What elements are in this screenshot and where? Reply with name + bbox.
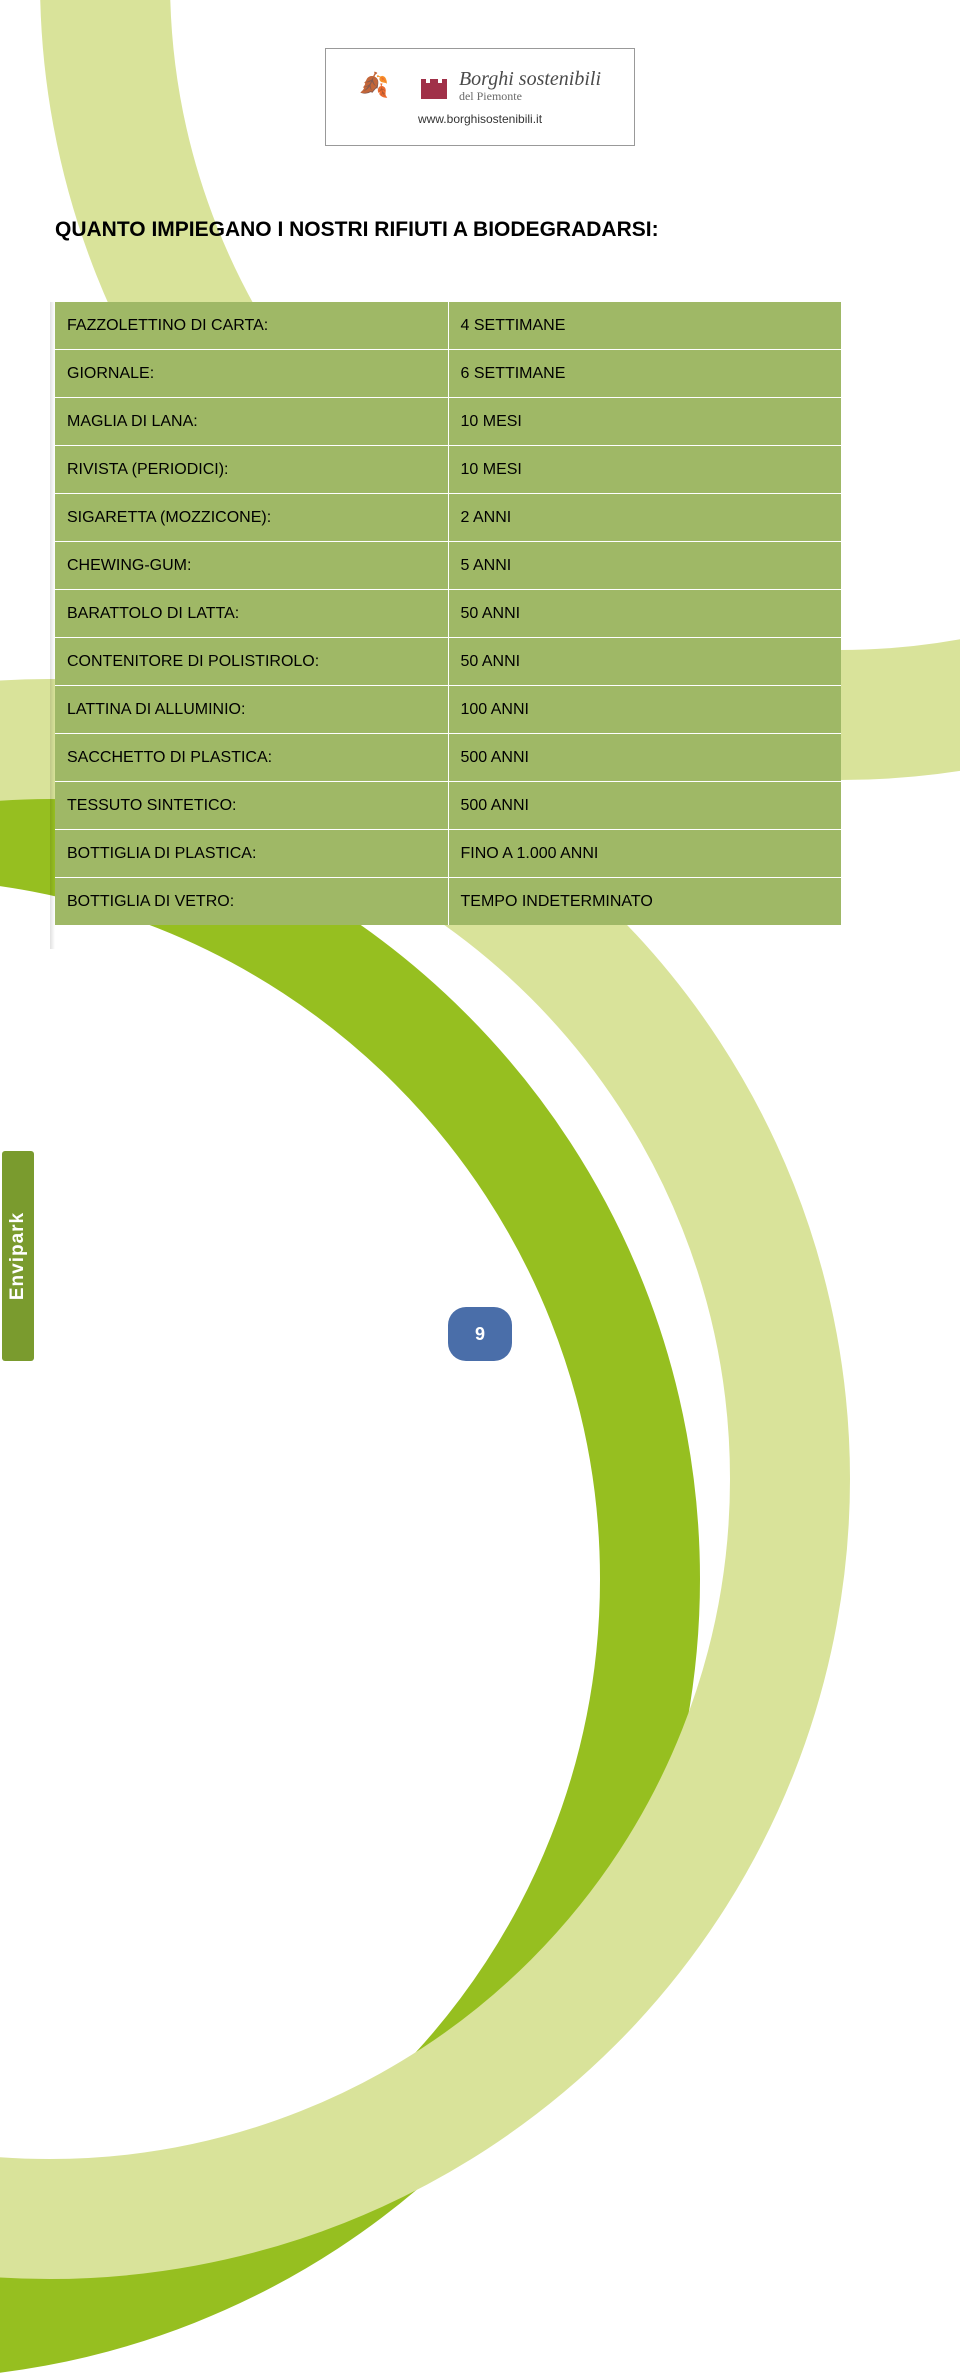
table-cell-item: LATTINA DI ALLUMINIO: — [55, 686, 448, 734]
table-cell-duration: 4 SETTIMANE — [448, 302, 841, 350]
logo-main-text: Borghi sostenibili — [459, 68, 601, 91]
table-cell-item: MAGLIA DI LANA: — [55, 398, 448, 446]
table-cell-duration: 2 ANNI — [448, 494, 841, 542]
biodegrade-table: FAZZOLETTINO DI CARTA:4 SETTIMANEGIORNAL… — [55, 302, 841, 925]
table-cell-duration: 50 ANNI — [448, 590, 841, 638]
table-cell-item: TESSUTO SINTETICO: — [55, 782, 448, 830]
table-row: LATTINA DI ALLUMINIO:100 ANNI — [55, 686, 841, 734]
castle-icon — [417, 69, 451, 103]
table-cell-duration: 10 MESI — [448, 398, 841, 446]
table-cell-item: RIVISTA (PERIODICI): — [55, 446, 448, 494]
logo-sub-text: del Piemonte — [459, 89, 601, 104]
page-title: QUANTO IMPIEGANO I NOSTRI RIFIUTI A BIOD… — [55, 218, 659, 242]
page-number: 9 — [448, 1307, 512, 1361]
table-cell-duration: 500 ANNI — [448, 734, 841, 782]
envipark-badge: Envipark — [2, 1151, 34, 1361]
table-cell-item: GIORNALE: — [55, 350, 448, 398]
table-row: TESSUTO SINTETICO:500 ANNI — [55, 782, 841, 830]
table-cell-item: FAZZOLETTINO DI CARTA: — [55, 302, 448, 350]
table-cell-duration: 500 ANNI — [448, 782, 841, 830]
table-cell-item: BOTTIGLIA DI PLASTICA: — [55, 830, 448, 878]
table-row: FAZZOLETTINO DI CARTA:4 SETTIMANE — [55, 302, 841, 350]
table-cell-item: SACCHETTO DI PLASTICA: — [55, 734, 448, 782]
table-cell-item: SIGARETTA (MOZZICONE): — [55, 494, 448, 542]
table-cell-duration: 50 ANNI — [448, 638, 841, 686]
table-cell-duration: TEMPO INDETERMINATO — [448, 878, 841, 926]
table-cell-item: BARATTOLO DI LATTA: — [55, 590, 448, 638]
table-cell-item: CONTENITORE DI POLISTIROLO: — [55, 638, 448, 686]
background-arc — [0, 779, 700, 2379]
logo-url: www.borghisostenibili.it — [418, 112, 542, 126]
table-cell-duration: 100 ANNI — [448, 686, 841, 734]
envipark-text: Envipark — [7, 1212, 29, 1300]
header-logo-box: Borghi sostenibili del Piemonte www.borg… — [325, 48, 635, 146]
table-cell-duration: 10 MESI — [448, 446, 841, 494]
table-row: BOTTIGLIA DI PLASTICA:FINO A 1.000 ANNI — [55, 830, 841, 878]
table-cell-duration: 6 SETTIMANE — [448, 350, 841, 398]
logo-row: Borghi sostenibili del Piemonte — [359, 68, 601, 104]
table-row: MAGLIA DI LANA:10 MESI — [55, 398, 841, 446]
table-row: GIORNALE:6 SETTIMANE — [55, 350, 841, 398]
table-row: RIVISTA (PERIODICI):10 MESI — [55, 446, 841, 494]
leaves-icon — [359, 71, 409, 101]
table-cell-duration: 5 ANNI — [448, 542, 841, 590]
table-cell-item: CHEWING-GUM: — [55, 542, 448, 590]
table-row: SACCHETTO DI PLASTICA:500 ANNI — [55, 734, 841, 782]
table-cell-duration: FINO A 1.000 ANNI — [448, 830, 841, 878]
table-row: BARATTOLO DI LATTA:50 ANNI — [55, 590, 841, 638]
table-row: SIGARETTA (MOZZICONE):2 ANNI — [55, 494, 841, 542]
table-row: CONTENITORE DI POLISTIROLO:50 ANNI — [55, 638, 841, 686]
table-row: CHEWING-GUM:5 ANNI — [55, 542, 841, 590]
table-row: BOTTIGLIA DI VETRO:TEMPO INDETERMINATO — [55, 878, 841, 926]
table-cell-item: BOTTIGLIA DI VETRO: — [55, 878, 448, 926]
